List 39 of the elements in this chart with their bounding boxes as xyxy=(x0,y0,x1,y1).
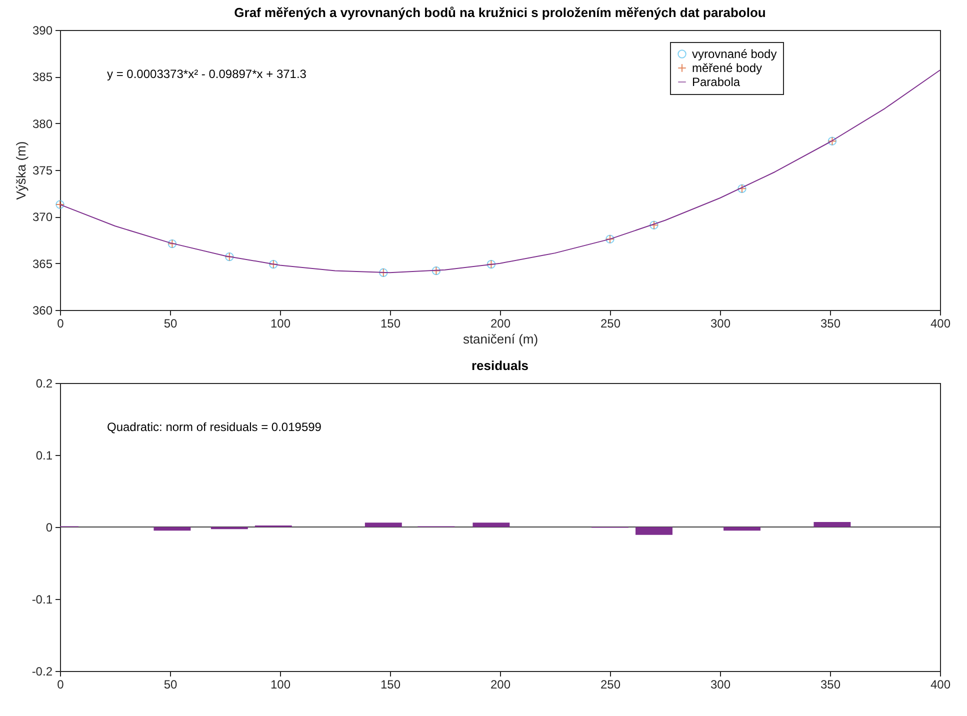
annotation: Quadratic: norm of residuals = 0.019599 xyxy=(107,420,322,434)
x-tick-label: 200 xyxy=(490,316,511,330)
y-tick-label: -0.2 xyxy=(32,664,53,678)
x-tick-label: 0 xyxy=(57,678,64,692)
x-tick-label: 200 xyxy=(490,678,511,692)
legend-label: Parabola xyxy=(692,75,740,89)
y-tick-label: 375 xyxy=(32,164,53,178)
y-tick-label: 365 xyxy=(32,256,53,271)
y-tick-label: 0.1 xyxy=(36,448,53,462)
x-tick-label: 300 xyxy=(710,678,731,692)
annotation: y = 0.0003373*x² - 0.09897*x + 371.3 xyxy=(107,67,307,81)
x-tick-label: 0 xyxy=(57,316,64,330)
x-tick-label: 50 xyxy=(164,678,178,692)
x-tick-label: 300 xyxy=(710,316,731,330)
x-tick-label: 350 xyxy=(820,316,841,330)
x-tick-label: 400 xyxy=(930,316,951,330)
y-tick-label: 370 xyxy=(32,210,53,224)
x-tick-label: 100 xyxy=(270,316,291,330)
y-tick-label: 385 xyxy=(32,70,53,84)
x-tick-label: 250 xyxy=(600,678,621,692)
x-tick-label: 150 xyxy=(380,316,401,330)
x-tick-label: 400 xyxy=(930,678,951,692)
y-axis-title: Výška (m) xyxy=(13,141,28,200)
y-tick-label: -0.1 xyxy=(32,592,53,606)
legend-label: měřené body xyxy=(692,61,762,75)
x-tick-label: 100 xyxy=(270,678,291,692)
x-tick-label: 250 xyxy=(600,316,621,330)
legend-label: vyrovnané body xyxy=(692,47,777,61)
x-tick-label: 150 xyxy=(380,678,401,692)
y-tick-label: 0 xyxy=(46,520,53,534)
y-tick-label: 390 xyxy=(32,24,53,38)
y-tick-label: 380 xyxy=(32,116,53,131)
chart-title: Graf měřených a vyrovnaných bodů na kružnici s proložením měřených dat parabolou xyxy=(234,5,766,20)
x-tick-label: 350 xyxy=(820,678,841,692)
x-axis-title: staničení (m) xyxy=(462,332,538,346)
y-tick-label: 0.2 xyxy=(36,376,53,390)
y-tick-label: 360 xyxy=(32,304,53,318)
x-tick-label: 50 xyxy=(164,316,178,330)
chart-title: residuals xyxy=(471,358,529,373)
